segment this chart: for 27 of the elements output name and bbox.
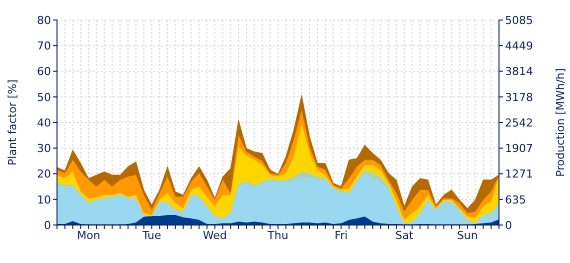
x-tick-label: Tue (141, 228, 162, 242)
y-tick-label: 40 (37, 116, 51, 130)
y2-tick-label: 635 (505, 193, 526, 206)
y-tick-label: 50 (37, 90, 51, 104)
y2-tick-label: 5085 (505, 14, 533, 27)
y2-tick-label: 0 (505, 218, 512, 232)
x-tick-label: Mon (76, 228, 100, 242)
x-tick-label: Thu (266, 228, 288, 242)
y-tick-label: 70 (37, 40, 51, 53)
y-tick-label: 30 (37, 142, 51, 156)
y-tick-label: 0 (44, 218, 51, 232)
x-tick-label: Sat (395, 228, 414, 242)
y-tick-label: 20 (37, 168, 51, 181)
y2-tick-label: 4449 (505, 40, 533, 53)
y-tick-label: 10 (37, 193, 51, 206)
y-tick-label: 60 (37, 65, 51, 78)
x-tick-label: Wed (202, 228, 227, 242)
x-tick-label: Sun (456, 228, 478, 242)
x-tick-label: Fri (334, 228, 348, 242)
y2-tick-label: 1907 (505, 142, 533, 156)
y2-tick-label: 1271 (505, 168, 533, 181)
y2-tick-label: 3178 (505, 90, 533, 104)
y2-tick-label: 2542 (505, 116, 533, 130)
y-tick-label: 80 (37, 14, 51, 27)
y2-tick-label: 3814 (505, 65, 533, 78)
y2-axis-title: Production [MWh/h] (554, 68, 567, 177)
y-axis-title: Plant factor [%] (6, 80, 19, 166)
